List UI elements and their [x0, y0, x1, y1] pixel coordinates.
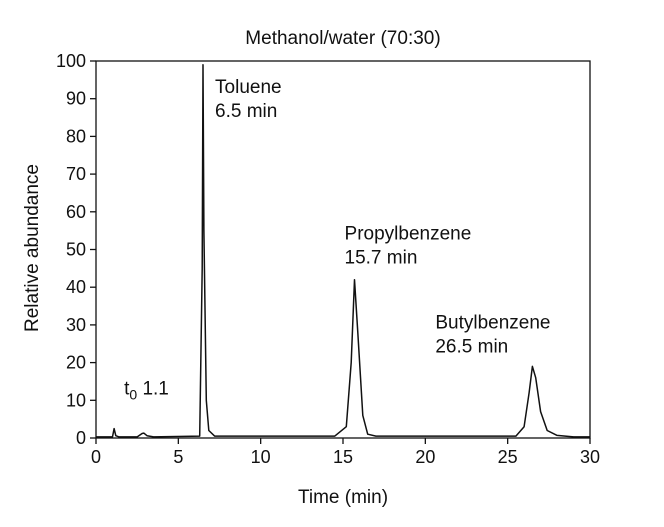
plot-area — [96, 64, 590, 438]
peak-label-time: 6.5 min — [215, 101, 277, 122]
peak-label-name: Propylbenzene — [345, 224, 472, 245]
y-tick-label: 40 — [66, 277, 86, 297]
y-tick-label: 30 — [66, 315, 86, 335]
ticks: 0 5 10 15 20 25 30 0 10 20 30 40 50 60 70 80 90 100 — [56, 51, 600, 467]
y-tick-label: 60 — [66, 202, 86, 222]
x-tick-label: 15 — [333, 447, 353, 467]
y-axis-title: Relative abundance — [22, 164, 43, 332]
chart-title: Methanol/water (70:30) — [245, 28, 440, 49]
peak-label-name: Butylbenzene — [435, 312, 550, 333]
y-tick-label: 90 — [66, 89, 86, 109]
series-line-0 — [96, 64, 590, 438]
x-tick-label: 0 — [91, 447, 101, 467]
peak-labels: t0 1.1 Toluene 6.5 min Propylbenzene 15.7 mi… — [124, 77, 550, 403]
axes — [95, 60, 591, 439]
y-tick-label: 100 — [56, 51, 86, 71]
y-tick-label: 70 — [66, 164, 86, 184]
x-tick-label: 25 — [498, 447, 518, 467]
y-tick-label: 10 — [66, 390, 86, 410]
x-tick-label: 10 — [251, 447, 271, 467]
peak-label-time: 15.7 min — [345, 248, 418, 269]
x-tick-label: 5 — [173, 447, 183, 467]
x-axis-title: Time (min) — [298, 487, 388, 508]
y-tick-label: 50 — [66, 240, 86, 260]
peak-label-name: Toluene — [215, 77, 282, 98]
y-tick-label: 0 — [76, 428, 86, 448]
peak-label-t0: t0 1.1 — [124, 379, 169, 403]
y-tick-label: 20 — [66, 353, 86, 373]
x-tick-label: 30 — [580, 447, 600, 467]
y-tick-label: 80 — [66, 126, 86, 146]
plot-frame — [95, 60, 591, 439]
x-tick-label: 20 — [415, 447, 435, 467]
peak-label-time: 26.5 min — [435, 336, 508, 357]
